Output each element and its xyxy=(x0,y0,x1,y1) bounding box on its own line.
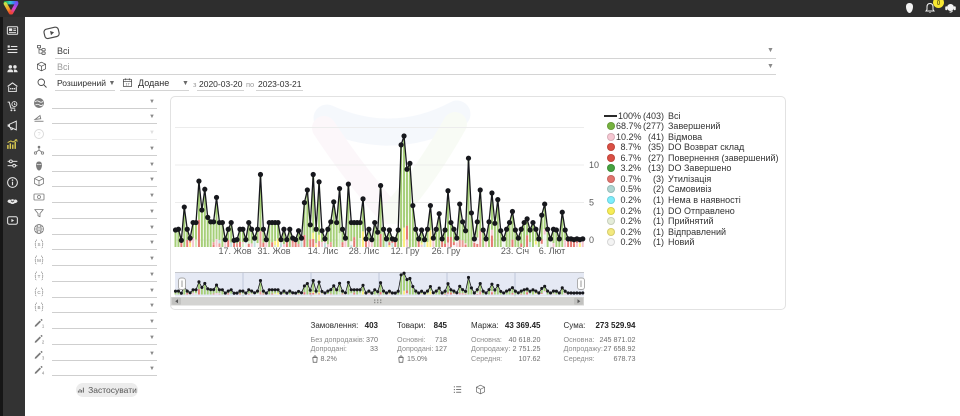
svg-text:17: 17 xyxy=(125,82,129,86)
svg-text:28. Лис: 28. Лис xyxy=(349,246,380,256)
svg-text:?: ? xyxy=(37,132,40,138)
svg-text:23. Січ: 23. Січ xyxy=(501,246,530,256)
svg-text:31. Жов: 31. Жов xyxy=(257,246,290,256)
svg-text:3: 3 xyxy=(42,355,45,360)
svg-text:T: T xyxy=(38,274,41,279)
svg-text:1: 1 xyxy=(42,324,45,329)
svg-text:17. Жов: 17. Жов xyxy=(218,246,251,256)
svg-text:10: 10 xyxy=(589,160,599,170)
svg-text:M: M xyxy=(37,258,41,263)
svg-text:C: C xyxy=(37,289,41,294)
svg-text:0: 0 xyxy=(589,235,594,245)
svg-text:5: 5 xyxy=(589,198,594,208)
svg-text:26. Гру: 26. Гру xyxy=(432,246,461,256)
svg-text:14. Лис: 14. Лис xyxy=(308,246,339,256)
svg-text:12. Гру: 12. Гру xyxy=(391,246,420,256)
svg-text:4: 4 xyxy=(42,371,45,376)
svg-text:2: 2 xyxy=(42,339,45,344)
svg-text:B: B xyxy=(37,305,40,310)
svg-text:6. Лют: 6. Лют xyxy=(539,246,566,256)
svg-text:S: S xyxy=(37,242,40,247)
